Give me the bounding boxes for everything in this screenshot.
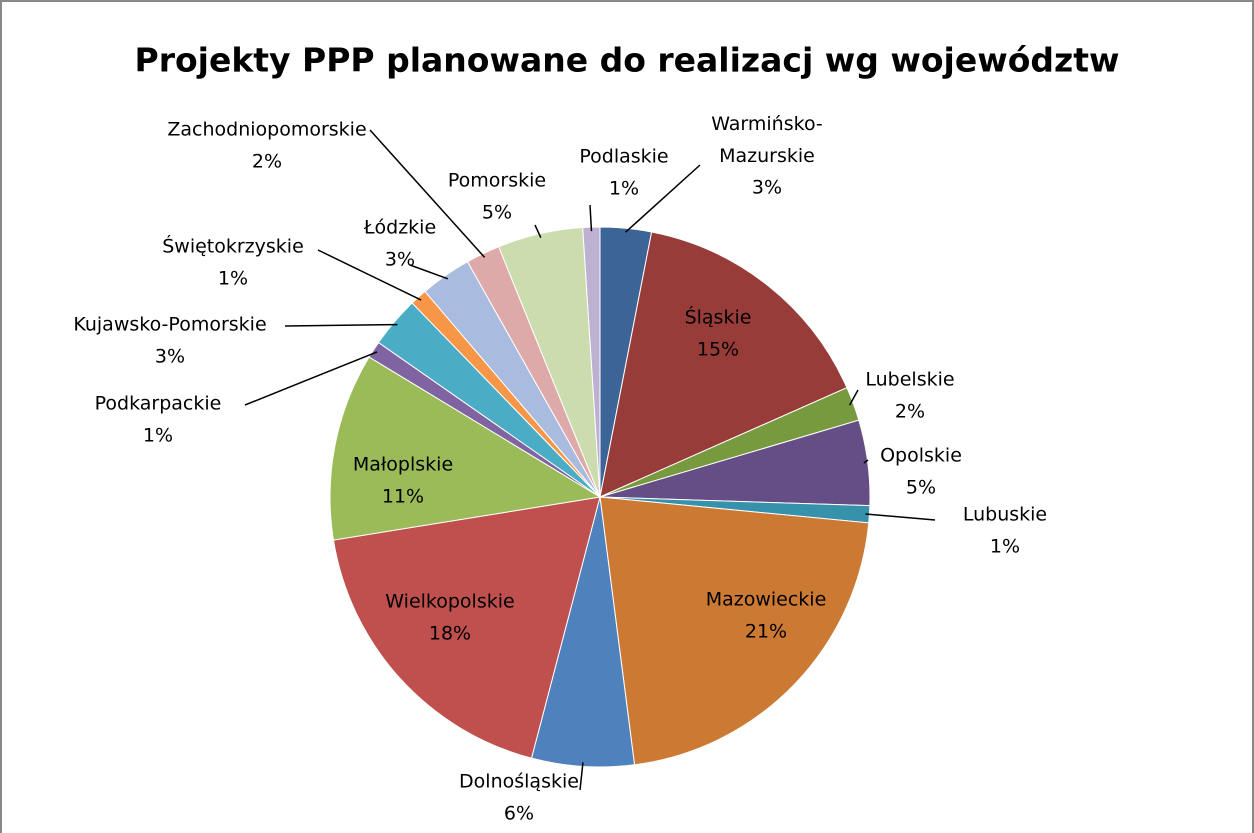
category-label: Lubuskie	[963, 504, 1047, 526]
leader-line	[863, 459, 869, 464]
value-label: 5%	[906, 477, 936, 499]
leader-line	[625, 164, 701, 233]
leader-line	[244, 351, 378, 406]
value-label: 1%	[609, 178, 639, 200]
category-label: Łódzkie	[363, 217, 436, 239]
category-label: Lubelskie	[865, 369, 954, 391]
category-label: Śląskie	[685, 305, 752, 329]
category-label: Mazowieckie	[706, 589, 827, 611]
value-label: 18%	[429, 623, 471, 645]
value-label: 2%	[895, 401, 925, 423]
leader-line	[579, 762, 584, 791]
value-label: 6%	[504, 803, 534, 825]
category-label: Świętokrzyskie	[162, 234, 304, 258]
category-label: Małoplskie	[353, 454, 453, 476]
pie-slice	[329, 356, 602, 541]
value-label: 2%	[252, 151, 282, 173]
category-label: Pomorskie	[448, 170, 546, 192]
category-label: Podkarpackie	[95, 393, 222, 415]
value-label: 3%	[385, 249, 415, 271]
value-label: 21%	[745, 621, 787, 643]
value-label: 3%	[752, 177, 782, 199]
category-label: Podlaskie	[579, 146, 668, 168]
leader-line	[409, 264, 449, 280]
leader-line	[848, 389, 859, 406]
category-label: Zachodniopomorskie	[167, 119, 366, 141]
category-label: Dolnośląskie	[459, 771, 579, 793]
leader-line	[284, 323, 398, 327]
pie-slice	[599, 496, 870, 766]
leader-line	[369, 129, 486, 258]
value-label: 1%	[218, 268, 248, 290]
chart-title: Projekty PPP planowane do realizacj wg w…	[135, 41, 1120, 80]
value-label: 11%	[382, 486, 424, 508]
leader-line	[589, 204, 593, 232]
value-label: 1%	[990, 536, 1020, 558]
category-label: Opolskie	[880, 445, 962, 467]
category-label: Wielkopolskie	[385, 591, 514, 613]
leader-line	[534, 224, 542, 238]
value-label: 15%	[697, 339, 739, 361]
category-label: Kujawsko-Pomorskie	[73, 314, 266, 336]
leader-line	[317, 249, 422, 301]
value-label: 3%	[155, 346, 185, 368]
value-label: 5%	[482, 202, 512, 224]
leader-line	[865, 513, 936, 521]
pie-slice	[332, 496, 601, 759]
value-label: 1%	[143, 425, 173, 447]
pie-slice	[599, 231, 848, 498]
category-label: Warmińsko-Mazurskie	[711, 113, 823, 167]
